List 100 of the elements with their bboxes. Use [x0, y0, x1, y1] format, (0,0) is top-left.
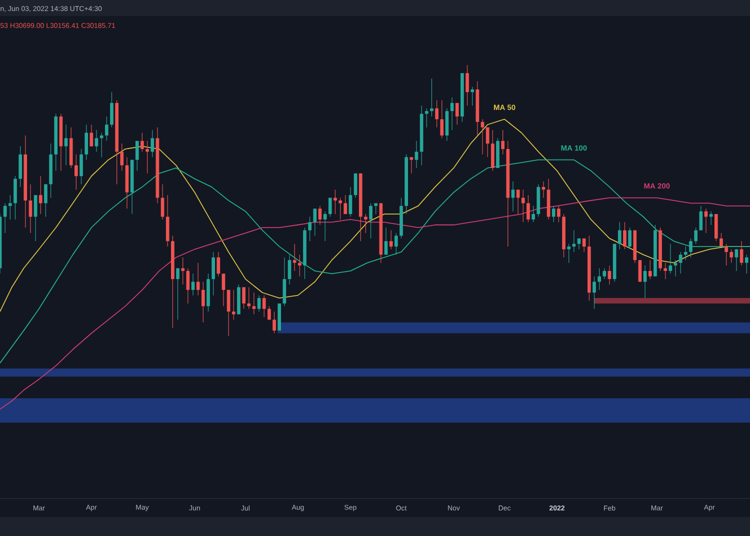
candlestick	[104, 116, 108, 142]
candlestick	[684, 246, 688, 260]
candlestick	[358, 173, 362, 242]
candlestick	[212, 252, 215, 296]
candlestick	[115, 100, 118, 185]
candlestick	[282, 257, 286, 306]
candlestick	[84, 124, 88, 160]
candlestick	[369, 202, 372, 239]
candlestick	[587, 235, 591, 302]
candlestick	[262, 295, 266, 318]
candlestick	[216, 252, 220, 277]
candlestick	[44, 184, 48, 218]
candlestick	[476, 80, 480, 136]
candlestick	[354, 173, 358, 198]
candlestick	[181, 257, 185, 285]
candlestick	[526, 194, 530, 222]
candlestick	[598, 268, 602, 290]
candlestick	[744, 254, 748, 274]
candlestick	[18, 146, 22, 188]
candlestick	[612, 244, 616, 282]
candlestick	[557, 206, 560, 222]
candlestick	[247, 286, 251, 310]
candlestick	[511, 181, 515, 212]
candlestick	[582, 238, 586, 252]
candlestick	[658, 227, 662, 272]
candlestick	[146, 140, 149, 174]
candlestick	[232, 290, 236, 320]
candlestick	[592, 276, 596, 310]
candlestick	[546, 178, 550, 220]
candlestick	[628, 227, 632, 250]
candlestick	[424, 108, 428, 128]
candlestick	[38, 176, 42, 214]
candlestick	[740, 240, 744, 266]
candlestick	[470, 86, 474, 106]
candlestick	[384, 227, 388, 255]
candlestick	[226, 290, 230, 336]
candlestick	[466, 64, 469, 106]
candlestick	[8, 194, 12, 220]
candlestick	[288, 254, 292, 285]
candlestick	[140, 132, 144, 152]
candlestick	[440, 100, 444, 138]
candlestick	[455, 102, 459, 125]
candlestick	[338, 197, 342, 220]
candlestick	[714, 214, 718, 242]
candlestick	[689, 238, 692, 258]
candlestick	[176, 268, 180, 320]
candlestick	[480, 118, 484, 155]
candlestick	[445, 108, 449, 142]
candlestick	[496, 138, 500, 168]
candlestick	[196, 262, 200, 296]
candlestick	[623, 222, 626, 250]
candlestick	[730, 248, 734, 264]
candlestick	[638, 260, 642, 282]
candlestick	[64, 124, 68, 166]
candlestick	[80, 148, 83, 185]
candlestick	[166, 194, 170, 247]
candlestick	[90, 124, 94, 147]
candlestick	[257, 295, 261, 312]
candlestick	[668, 244, 672, 274]
candlestick	[278, 303, 282, 331]
candlestick	[501, 130, 505, 155]
candlestick	[3, 202, 7, 234]
candlestick	[171, 235, 174, 328]
candlestick	[186, 268, 190, 304]
candlestick	[54, 113, 58, 171]
candlestick	[435, 100, 438, 128]
candlestick	[242, 286, 246, 310]
candlestick	[577, 238, 581, 250]
candlestick	[125, 156, 129, 209]
candlestick	[303, 227, 306, 280]
candlestick	[699, 206, 703, 231]
candlestick	[567, 244, 571, 264]
candlestick	[49, 143, 52, 198]
candlestick	[720, 232, 723, 247]
candlestick	[292, 244, 296, 272]
candlestick	[59, 113, 63, 171]
candlestick	[298, 254, 302, 277]
candlestick	[74, 154, 78, 190]
candlestick	[633, 230, 637, 264]
candlestick	[348, 186, 352, 218]
candlestick	[94, 130, 98, 152]
candlestick	[344, 194, 348, 214]
candlestick	[506, 140, 510, 247]
candlestick	[618, 222, 622, 250]
candlestick	[34, 194, 38, 242]
candlestick	[313, 208, 317, 236]
candlestick	[160, 184, 164, 220]
candlestick	[486, 127, 490, 158]
candlestick	[460, 72, 464, 122]
candlestick	[308, 216, 312, 242]
candlestick	[206, 273, 210, 312]
candlestick	[678, 252, 682, 274]
candlestick	[664, 262, 668, 280]
candlestick	[156, 127, 160, 204]
candlestick	[328, 197, 332, 218]
candlestick	[648, 260, 652, 280]
candlestick	[318, 206, 322, 226]
candlestick	[562, 214, 566, 258]
candlestick	[150, 130, 154, 158]
candlestick	[694, 227, 698, 244]
